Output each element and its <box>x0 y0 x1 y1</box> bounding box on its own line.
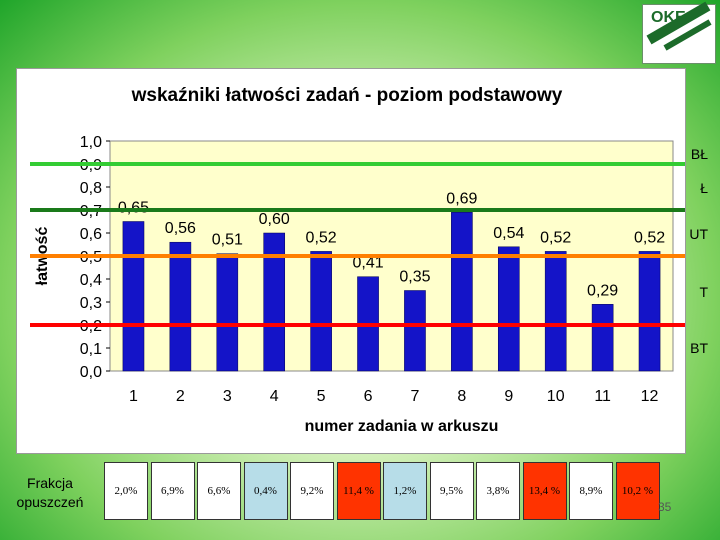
bar-4 <box>263 232 286 372</box>
fraction-cell-5: 9,2% <box>290 462 334 520</box>
x-tick-label: 9 <box>504 388 513 405</box>
y-tick-label: 0,8 <box>80 180 102 197</box>
data-label-11: 0,29 <box>587 282 618 299</box>
bar-2 <box>169 241 192 372</box>
x-tick-label: 6 <box>364 388 373 405</box>
x-tick-label: 12 <box>641 388 659 405</box>
data-label-4: 0,60 <box>259 211 290 228</box>
fraction-cell-1: 2,0% <box>104 462 148 520</box>
x-tick-label: 2 <box>176 388 185 405</box>
y-tick-label: 0,1 <box>80 341 102 358</box>
y-tick-label: 0,4 <box>80 272 102 289</box>
data-label-5: 0,52 <box>306 229 337 246</box>
bar-3 <box>216 253 239 372</box>
side-label-4: T <box>699 284 708 300</box>
fraction-cell-10: 13,4 % <box>522 462 567 520</box>
fraction-label: Frakcja opuszczeń <box>6 474 94 512</box>
x-tick-label: 5 <box>317 388 326 405</box>
y-tick-label: 0,6 <box>80 226 102 243</box>
bar-7 <box>404 290 426 372</box>
side-label-3: UT <box>689 226 708 242</box>
data-label-3: 0,51 <box>212 232 243 249</box>
bar-8 <box>451 212 473 372</box>
bar-10 <box>544 251 567 372</box>
fraction-cell-9: 3,8% <box>476 462 520 520</box>
data-label-7: 0,35 <box>399 269 430 286</box>
x-tick-label: 10 <box>547 388 565 405</box>
data-label-9: 0,54 <box>493 225 524 242</box>
fraction-cell-7: 1,2% <box>383 462 427 520</box>
data-label-10: 0,52 <box>540 229 571 246</box>
fraction-cell-3: 6,6% <box>197 462 241 520</box>
x-tick-label: 3 <box>223 388 232 405</box>
x-tick-label: 11 <box>594 388 611 405</box>
fraction-cell-8: 9,5% <box>429 462 474 520</box>
y-tick-label: 1,0 <box>80 134 102 151</box>
fraction-label-line1: Frakcja <box>27 475 73 491</box>
fraction-cell-6: 11,4 % <box>336 462 381 520</box>
fraction-label-line2: opuszczeń <box>16 494 84 510</box>
x-tick-label: 8 <box>457 388 466 405</box>
x-tick-label: 4 <box>270 388 279 405</box>
x-axis-label: numer zadania w arkuszu <box>305 418 499 435</box>
oke-logo: OKE <box>642 1 716 64</box>
x-tick-label: 7 <box>411 388 420 405</box>
data-label-6: 0,41 <box>352 255 383 272</box>
side-label-2: Ł <box>700 180 708 196</box>
bar-chart: wskaźniki łatwości zadań - poziom podsta… <box>30 85 685 435</box>
data-label-12: 0,52 <box>634 229 665 246</box>
side-label-5: BT <box>690 340 708 356</box>
data-label-2: 0,56 <box>165 220 196 237</box>
y-tick-label: 0,0 <box>80 364 102 381</box>
bar-5 <box>310 251 332 372</box>
chart-frame: wskaźniki łatwości zadań - poziom podsta… <box>16 68 686 454</box>
bar-11 <box>591 304 614 372</box>
fraction-cell-2: 6,9% <box>150 462 195 520</box>
y-tick-label: 0,3 <box>80 295 102 312</box>
bar-9 <box>497 246 520 372</box>
chart-title: wskaźniki łatwości zadań - poziom podsta… <box>131 85 563 106</box>
bar-12 <box>638 251 661 372</box>
fraction-cell-12: 10,2 % <box>615 462 660 520</box>
page-number: 35 <box>658 500 672 514</box>
fraction-cell-4: 0,4% <box>243 462 288 520</box>
side-label-1: BŁ <box>690 146 708 162</box>
data-label-8: 0,69 <box>446 190 477 207</box>
x-tick-label: 1 <box>129 388 138 405</box>
fraction-cell-11: 8,9% <box>569 462 613 520</box>
bar-1 <box>122 221 145 372</box>
